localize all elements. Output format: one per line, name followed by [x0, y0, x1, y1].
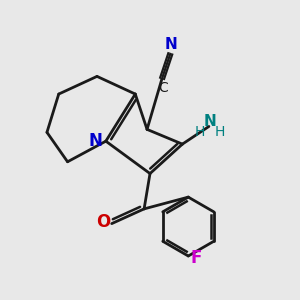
Text: H: H: [194, 125, 205, 139]
Text: N: N: [204, 114, 217, 129]
Text: H: H: [215, 125, 225, 139]
Text: N: N: [88, 132, 103, 150]
Text: F: F: [191, 249, 202, 267]
Text: N: N: [164, 37, 177, 52]
Text: O: O: [96, 213, 111, 231]
Text: C: C: [158, 81, 168, 94]
